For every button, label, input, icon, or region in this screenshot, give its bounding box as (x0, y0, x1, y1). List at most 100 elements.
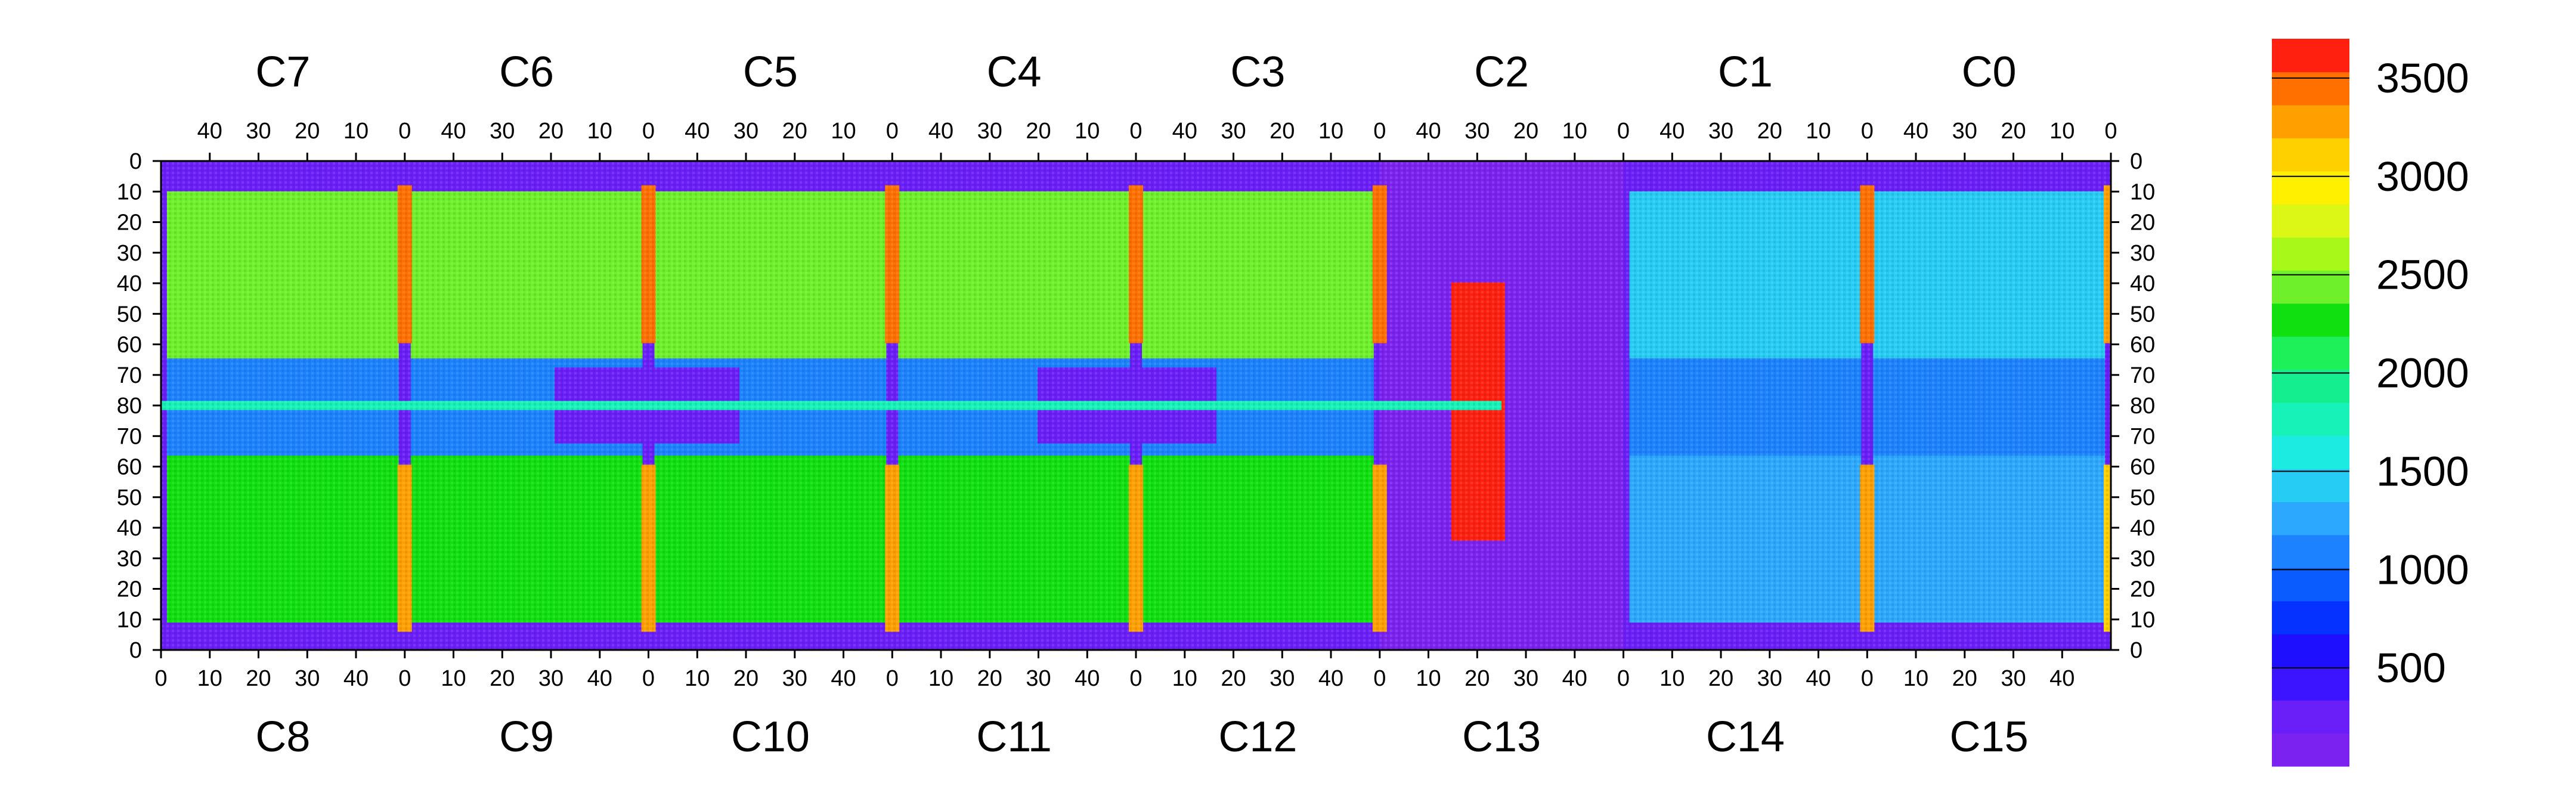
left-row-label: 50 (117, 302, 142, 327)
bottom-chip-labels: C8 C9 C10 C11 C12 C13 C14 C15 (255, 713, 2028, 761)
bottom-tick-label: 30 (1513, 666, 1538, 691)
top-tick-label: 0 (886, 119, 899, 144)
colorbar-tick-label: 2500 (2376, 252, 2469, 298)
bottom-tick-label: 40 (1318, 666, 1343, 691)
top-tick-label: 40 (928, 119, 953, 144)
top-tick-label: 40 (1903, 119, 1928, 144)
bottom-tick-label: 10 (1903, 666, 1928, 691)
bottom-tick-label: 40 (1075, 666, 1100, 691)
right-row-label: 40 (2130, 516, 2155, 541)
top-tick-label: 30 (1465, 119, 1490, 144)
top-tick-label: 20 (1513, 119, 1538, 144)
left-row-label: 20 (117, 210, 142, 236)
bottom-tick-label: 40 (831, 666, 856, 691)
bottom-column-ticks: 0 10 20 30 40 0 10 20 30 40 0 10 20 30 40 0 10 20 30 40 0 10 2… (154, 650, 2075, 691)
left-row-label: 60 (117, 333, 142, 358)
top-tick-label: 30 (1708, 119, 1733, 144)
colorbar-segment (2272, 435, 2349, 469)
top-tick-label: 10 (1806, 119, 1831, 144)
right-row-label: 70 (2130, 424, 2155, 449)
bottom-tick-label: 40 (1562, 666, 1587, 691)
right-row-label: 50 (2130, 302, 2155, 327)
chip-label-bottom: C8 (255, 713, 310, 761)
right-row-label: 10 (2130, 179, 2155, 205)
bottom-tick-label: 40 (1806, 666, 1831, 691)
top-tick-label: 20 (1757, 119, 1782, 144)
top-tick-label: 30 (490, 119, 515, 144)
bottom-tick-label: 0 (642, 666, 655, 691)
right-row-label: 50 (2130, 485, 2155, 510)
bottom-tick-label: 20 (1465, 666, 1490, 691)
colorbar-segment (2272, 72, 2349, 106)
top-column-ticks: 40 30 20 10 0 40 30 20 10 0 40 30 20 10 0 40 30 20 10 0 40 30… (197, 119, 2117, 161)
bottom-tick-label: 20 (1708, 666, 1733, 691)
colorbar-tick-label: 2000 (2376, 350, 2469, 397)
bottom-tick-label: 20 (733, 666, 758, 691)
top-tick-label: 10 (343, 119, 369, 144)
bottom-tick-label: 30 (2001, 666, 2026, 691)
colorbar-segment (2272, 733, 2349, 767)
top-tick-label: 30 (1952, 119, 1977, 144)
bottom-tick-label: 30 (1026, 666, 1051, 691)
bottom-tick-label: 20 (1952, 666, 1977, 691)
left-row-label: 70 (117, 424, 142, 449)
bottom-tick-label: 30 (1270, 666, 1295, 691)
right-row-ticks: 0 10 20 30 40 50 60 70 80 70 60 50 40 30 20 10 0 (2111, 149, 2155, 663)
colorbar-tick-label: 1500 (2376, 448, 2469, 494)
top-tick-label: 30 (977, 119, 1002, 144)
bottom-tick-label: 20 (490, 666, 515, 691)
top-tick-label: 0 (2104, 119, 2117, 144)
bottom-tick-label: 0 (1373, 666, 1386, 691)
colorbar-segment (2272, 700, 2349, 734)
top-tick-label: 20 (538, 119, 564, 144)
chip-label-bottom: C14 (1706, 713, 1785, 761)
bottom-tick-label: 0 (1861, 666, 1874, 691)
colorbar-segment (2272, 568, 2349, 602)
colorbar-tick-label: 3000 (2376, 153, 2469, 200)
left-row-label: 50 (117, 485, 142, 510)
bottom-tick-label: 10 (1659, 666, 1685, 691)
colorbar-segment (2272, 634, 2349, 668)
chip-label-top: C0 (1962, 48, 2017, 96)
left-row-label: 10 (117, 608, 142, 633)
bottom-tick-label: 0 (1129, 666, 1142, 691)
bottom-tick-label: 0 (154, 666, 167, 691)
chip-label-bottom: C12 (1218, 713, 1297, 761)
top-tick-label: 0 (1129, 119, 1142, 144)
top-tick-label: 40 (685, 119, 710, 144)
top-tick-label: 40 (1659, 119, 1685, 144)
colorbar-segment (2272, 336, 2349, 370)
bottom-tick-label: 30 (538, 666, 564, 691)
left-row-ticks: 0 10 20 30 40 50 60 70 80 70 60 50 40 30 20 10 0 (117, 149, 161, 663)
top-tick-label: 10 (1562, 119, 1587, 144)
bottom-tick-label: 40 (343, 666, 369, 691)
top-tick-label: 30 (1221, 119, 1246, 144)
bottom-tick-label: 30 (782, 666, 807, 691)
top-tick-label: 0 (398, 119, 411, 144)
bottom-tick-label: 30 (295, 666, 320, 691)
right-row-label: 0 (2130, 149, 2142, 174)
chip-label-bottom: C11 (976, 713, 1052, 761)
chip-label-top: C6 (499, 48, 554, 96)
right-row-label: 10 (2130, 608, 2155, 633)
colorbar-ticks: 500 1000 1500 2000 2500 3000 3500 (2272, 55, 2469, 691)
chip-label-top: C1 (1718, 48, 1773, 96)
top-tick-label: 0 (1617, 119, 1630, 144)
chip-label-bottom: C9 (499, 713, 554, 761)
right-row-label: 40 (2130, 271, 2155, 296)
chip-label-top: C3 (1230, 48, 1285, 96)
top-tick-label: 30 (733, 119, 758, 144)
cell-texture (161, 161, 2111, 650)
right-row-label: 30 (2130, 241, 2155, 266)
colorbar (2272, 39, 2349, 767)
right-row-label: 70 (2130, 363, 2155, 388)
colorbar-segment (2272, 204, 2349, 238)
colorbar-segment (2272, 468, 2349, 502)
bottom-tick-label: 10 (197, 666, 222, 691)
colorbar-segment (2272, 534, 2349, 568)
top-tick-label: 40 (1416, 119, 1441, 144)
top-tick-label: 10 (2049, 119, 2075, 144)
chip-label-top: C2 (1474, 48, 1529, 96)
bottom-tick-label: 20 (246, 666, 271, 691)
